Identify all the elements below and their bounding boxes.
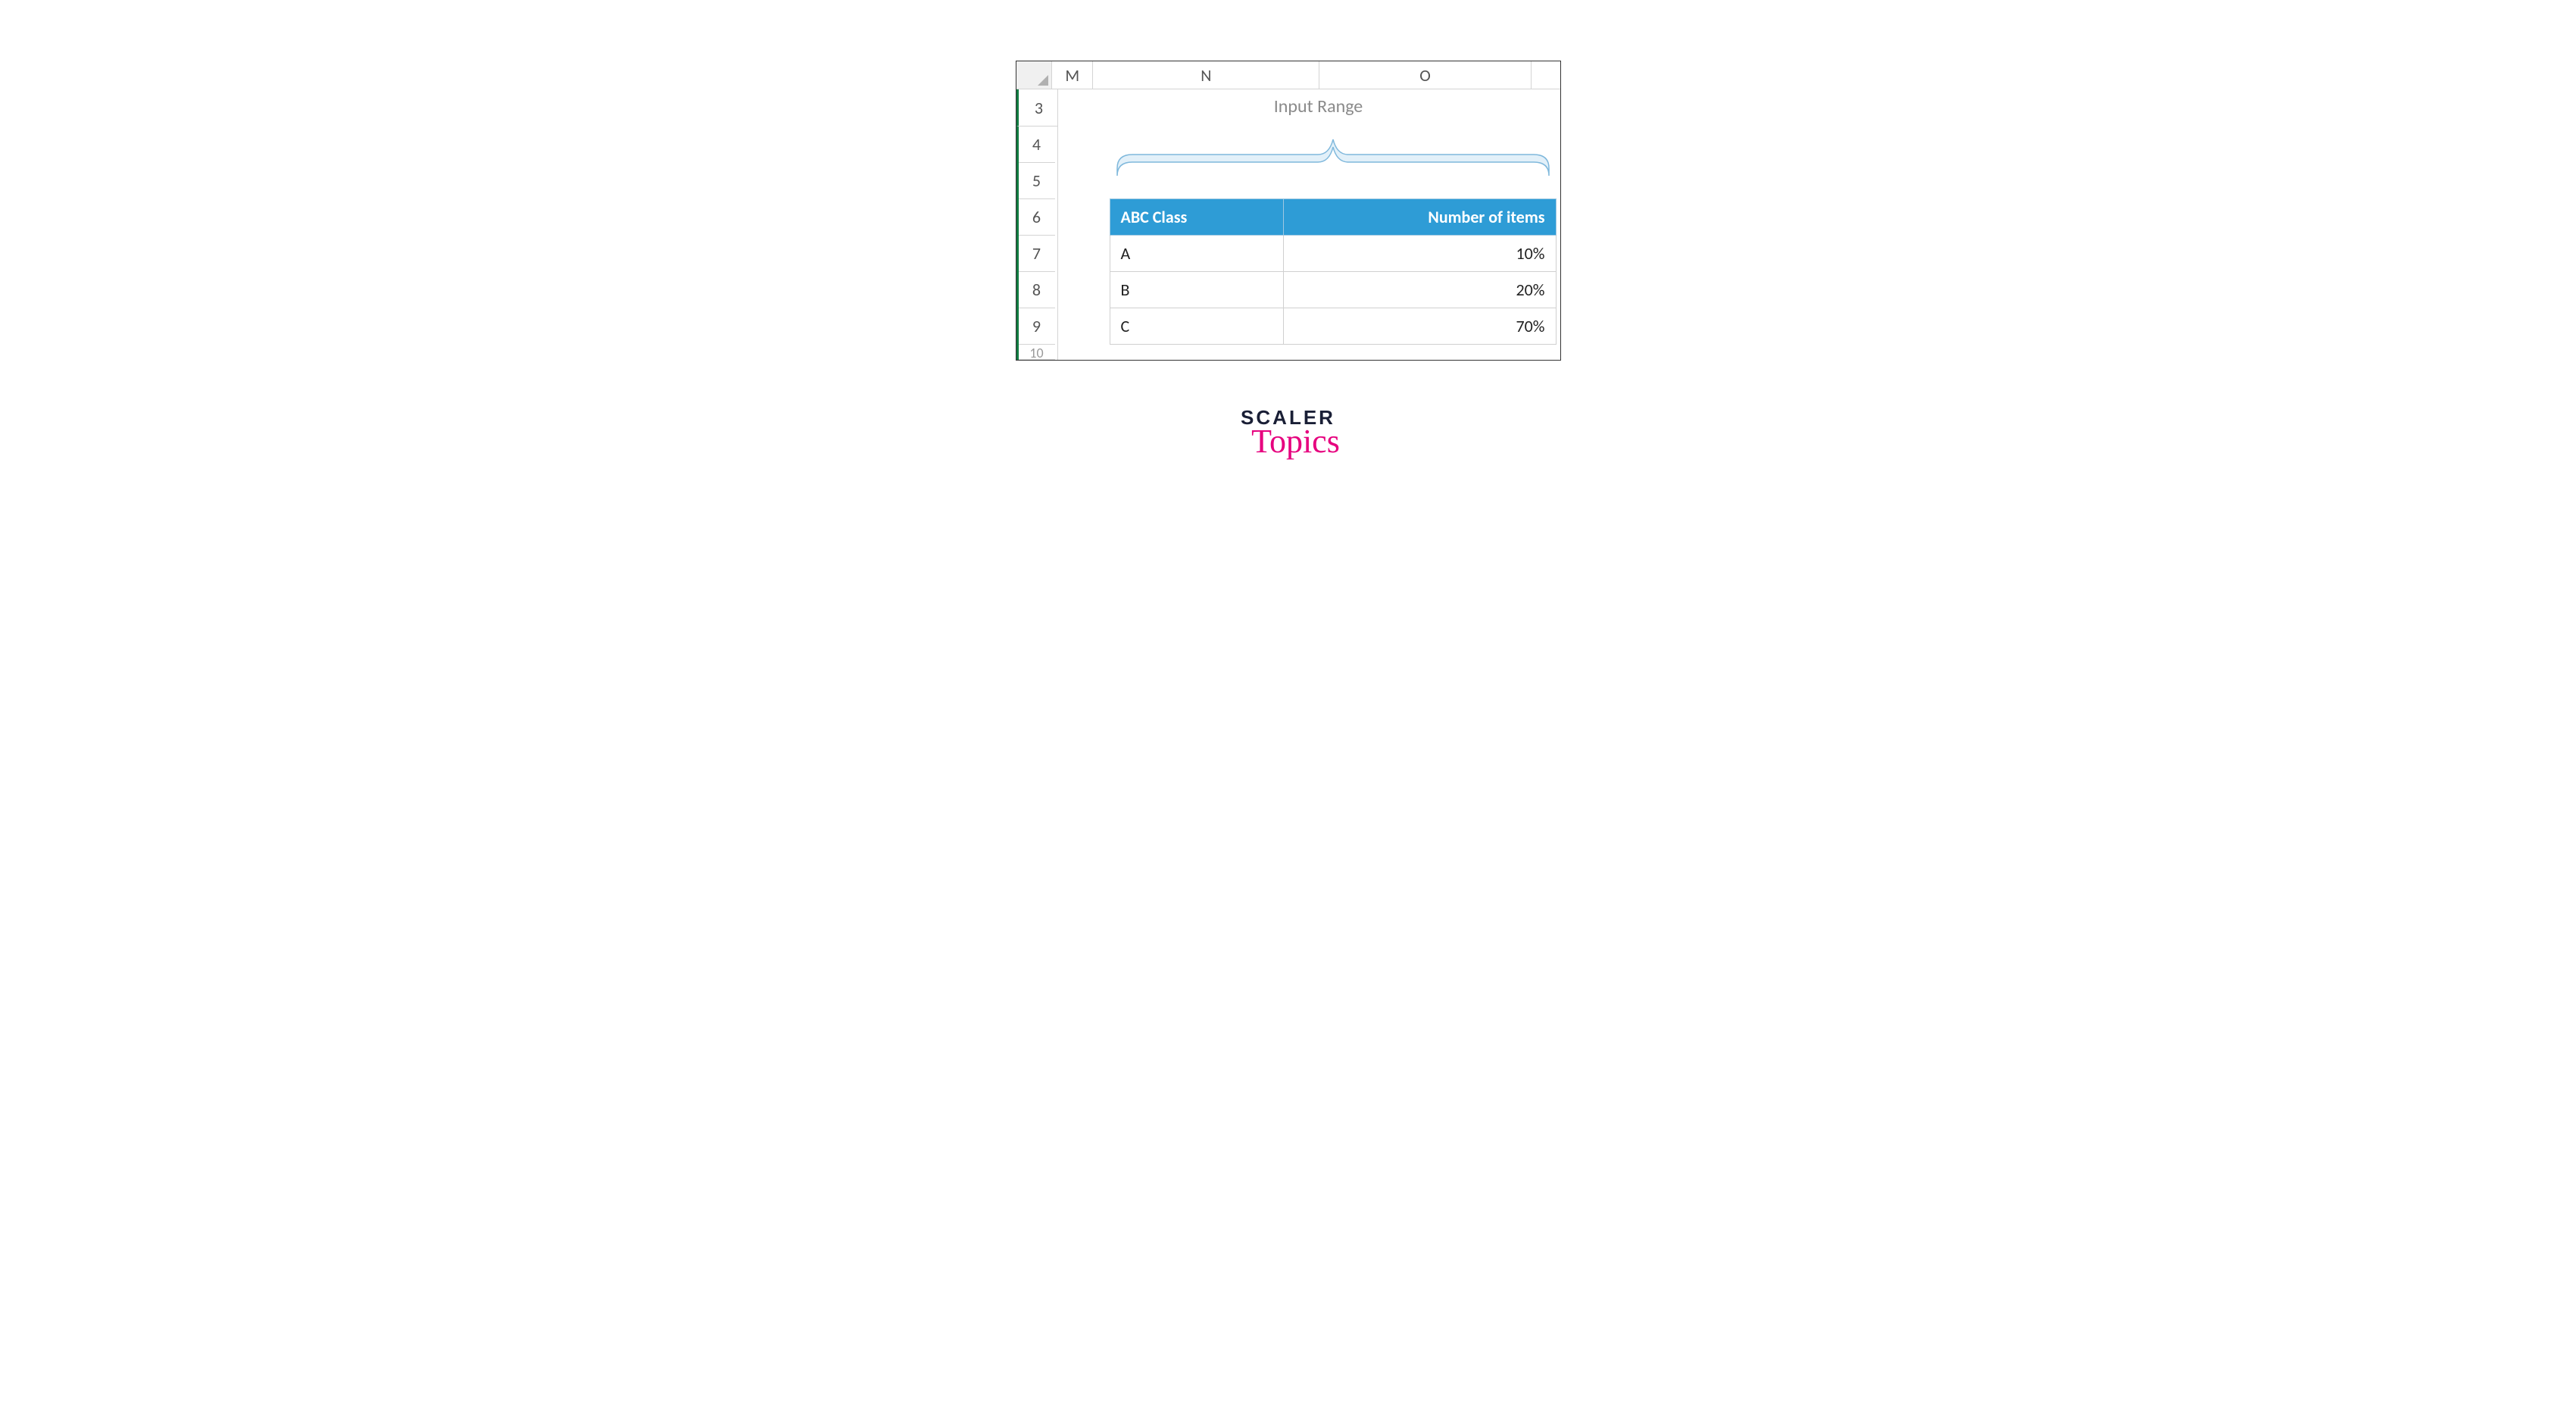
row-header-column: 3 4 5 6 7 8 9 10 (1016, 89, 1058, 360)
table-row: A 10% (1110, 236, 1556, 272)
header-abc-class[interactable]: ABC Class (1110, 199, 1283, 236)
header-number-items[interactable]: Number of items (1283, 199, 1556, 236)
abc-class-table: ABC Class Number of items A 10% B 20% C (1110, 198, 1557, 345)
row-header-7[interactable]: 7 (1019, 236, 1055, 272)
brace-icon (1110, 124, 1557, 177)
scaler-logo: SCALER Topics (1236, 406, 1340, 461)
cell-value-a[interactable]: 10% (1283, 236, 1556, 272)
table-header-row: ABC Class Number of items (1110, 199, 1556, 236)
annotation-label: Input Range (1099, 95, 1538, 117)
cell-class-b[interactable]: B (1110, 272, 1283, 308)
column-header-N[interactable]: N (1093, 61, 1319, 89)
row-header-9[interactable]: 9 (1019, 308, 1055, 345)
spreadsheet-window: M N O 3 4 5 6 7 8 9 10 Input Range ABC C… (1016, 61, 1561, 361)
row-header-6[interactable]: 6 (1019, 199, 1055, 236)
column-header-row: M N O (1016, 61, 1560, 89)
table-row: C 70% (1110, 308, 1556, 345)
logo-text-topics: Topics (1251, 422, 1340, 461)
sheet-body: 3 4 5 6 7 8 9 10 Input Range ABC Class N… (1016, 89, 1560, 360)
grid-area[interactable]: Input Range ABC Class Number of items A … (1058, 89, 1560, 360)
select-all-corner[interactable] (1016, 61, 1053, 89)
row-header-4[interactable]: 4 (1019, 127, 1055, 163)
column-header-O[interactable]: O (1319, 61, 1531, 89)
row-header-8[interactable]: 8 (1019, 272, 1055, 308)
row-header-3[interactable]: 3 (1016, 89, 1057, 127)
column-header-M[interactable]: M (1052, 61, 1093, 89)
cell-value-b[interactable]: 20% (1283, 272, 1556, 308)
row-header-10[interactable]: 10 (1019, 345, 1055, 360)
cell-value-c[interactable]: 70% (1283, 308, 1556, 345)
cell-class-a[interactable]: A (1110, 236, 1283, 272)
row-header-5[interactable]: 5 (1019, 163, 1055, 199)
column-header-empty (1532, 61, 1560, 89)
table-row: B 20% (1110, 272, 1556, 308)
cell-class-c[interactable]: C (1110, 308, 1283, 345)
